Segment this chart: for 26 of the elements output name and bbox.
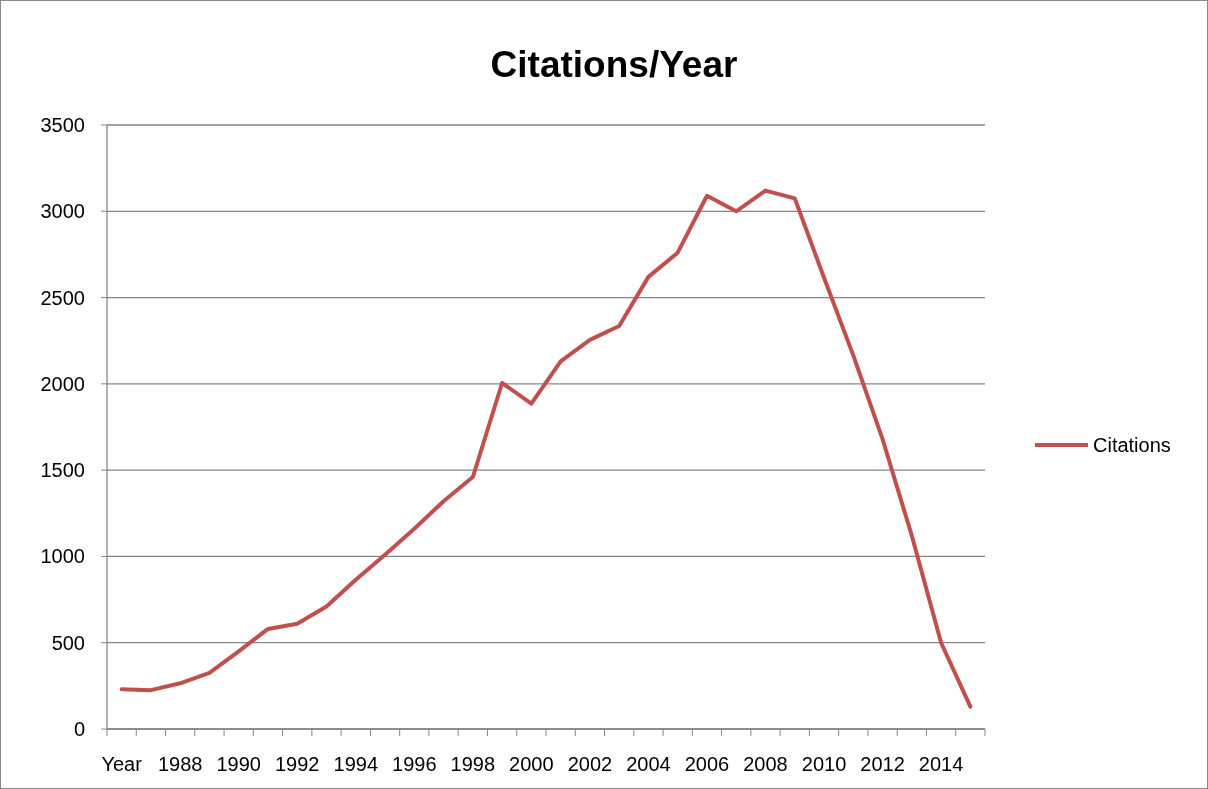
y-tick-label: 2000 bbox=[40, 372, 85, 395]
x-tick-label: 2010 bbox=[801, 753, 847, 775]
chart-title: Citations/Year bbox=[490, 44, 738, 85]
y-tick-label: 2500 bbox=[40, 286, 85, 309]
x-tick-label: 1988 bbox=[157, 753, 203, 775]
y-tick-label: 1500 bbox=[40, 459, 85, 482]
y-tick-label: 500 bbox=[51, 631, 85, 654]
x-tick-label: 2002 bbox=[567, 753, 613, 775]
y-tick-label: 0 bbox=[73, 718, 85, 740]
x-tick-label: Year bbox=[101, 753, 143, 775]
x-tick-label: 1992 bbox=[274, 753, 320, 775]
x-tick-label: 2008 bbox=[743, 753, 788, 775]
x-tick-label: 1990 bbox=[216, 753, 261, 775]
line-series bbox=[119, 188, 973, 709]
x-tick-label: 2000 bbox=[509, 753, 554, 775]
x-tick-label: 2004 bbox=[626, 753, 671, 775]
y-tick-label: 3000 bbox=[40, 200, 85, 223]
y-tick-label: 1000 bbox=[40, 545, 85, 568]
y-tick-label: 3500 bbox=[40, 114, 85, 136]
x-tick-label: 1996 bbox=[392, 753, 437, 775]
x-tick-label: 2012 bbox=[860, 753, 905, 775]
x-tick-label: 2006 bbox=[684, 753, 730, 775]
legend-label: Citations bbox=[1093, 434, 1171, 456]
x-tick-label: 2014 bbox=[918, 753, 964, 775]
x-tick-label: 1998 bbox=[450, 753, 496, 775]
x-tick-label: 1994 bbox=[333, 753, 379, 775]
